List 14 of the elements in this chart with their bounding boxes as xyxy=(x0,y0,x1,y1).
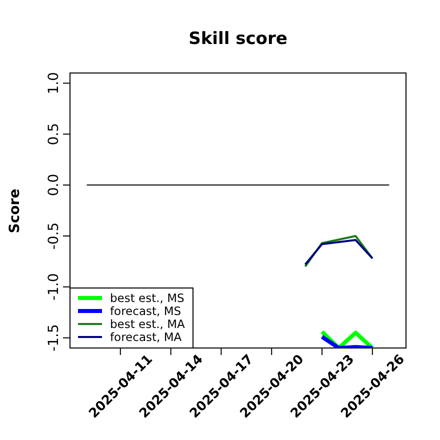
y-tick-label: -1.0 xyxy=(46,273,62,301)
y-axis-title: Score xyxy=(7,188,23,234)
y-tick-label: 0.0 xyxy=(46,174,62,196)
legend-label: best est., MA xyxy=(110,317,185,331)
legend-label: forecast, MS xyxy=(110,304,182,318)
chart-title: Skill score xyxy=(188,29,288,49)
y-tick-label: 1.0 xyxy=(46,72,62,94)
y-tick-label: -1.5 xyxy=(46,324,62,352)
legend-label: best est., MS xyxy=(110,291,184,305)
line-series xyxy=(304,239,374,266)
y-tick-label: 0.5 xyxy=(46,122,62,146)
y-tick-label: -0.5 xyxy=(46,222,62,250)
legend-label: forecast, MA xyxy=(110,330,182,344)
line-series xyxy=(304,234,374,268)
